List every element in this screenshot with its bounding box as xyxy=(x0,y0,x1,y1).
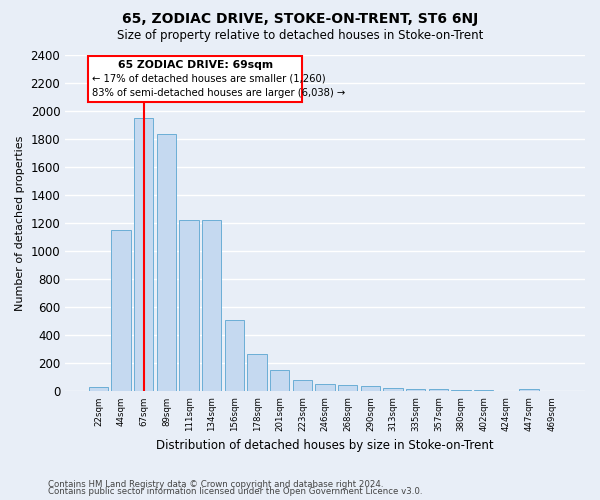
Bar xyxy=(157,134,176,392)
Bar xyxy=(225,320,244,392)
Bar xyxy=(293,380,312,392)
Bar xyxy=(451,390,471,392)
Text: Contains HM Land Registry data © Crown copyright and database right 2024.: Contains HM Land Registry data © Crown c… xyxy=(48,480,383,489)
Bar xyxy=(202,220,221,392)
Text: 65, ZODIAC DRIVE, STOKE-ON-TRENT, ST6 6NJ: 65, ZODIAC DRIVE, STOKE-ON-TRENT, ST6 6N… xyxy=(122,12,478,26)
Bar xyxy=(406,388,425,392)
Text: ← 17% of detached houses are smaller (1,260): ← 17% of detached houses are smaller (1,… xyxy=(92,74,325,84)
Bar xyxy=(270,370,289,392)
Bar xyxy=(88,56,302,102)
Bar xyxy=(542,390,562,392)
Text: 83% of semi-detached houses are larger (6,038) →: 83% of semi-detached houses are larger (… xyxy=(92,88,345,99)
Bar xyxy=(474,390,493,392)
Bar xyxy=(338,385,358,392)
Bar xyxy=(316,384,335,392)
Bar xyxy=(361,386,380,392)
X-axis label: Distribution of detached houses by size in Stoke-on-Trent: Distribution of detached houses by size … xyxy=(156,440,494,452)
Bar xyxy=(247,354,267,392)
Bar xyxy=(520,388,539,392)
Bar xyxy=(497,390,516,392)
Text: Size of property relative to detached houses in Stoke-on-Trent: Size of property relative to detached ho… xyxy=(117,29,483,42)
Y-axis label: Number of detached properties: Number of detached properties xyxy=(15,136,25,311)
Bar xyxy=(179,220,199,392)
Bar xyxy=(429,390,448,392)
Bar xyxy=(383,388,403,392)
Text: 65 ZODIAC DRIVE: 69sqm: 65 ZODIAC DRIVE: 69sqm xyxy=(118,60,273,70)
Text: Contains public sector information licensed under the Open Government Licence v3: Contains public sector information licen… xyxy=(48,488,422,496)
Bar xyxy=(89,387,108,392)
Bar xyxy=(134,118,154,392)
Bar xyxy=(112,230,131,392)
